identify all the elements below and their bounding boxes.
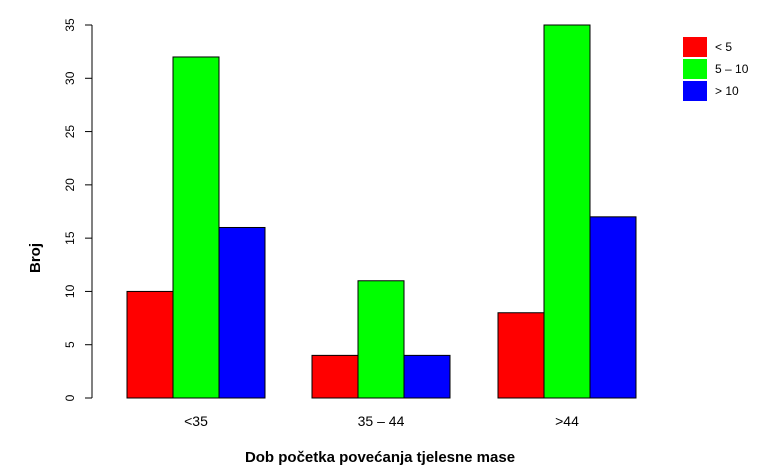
bar [311, 354, 359, 399]
y-tick-label: 10 [63, 284, 77, 298]
x-axis-title: Dob početka povećanja tjelesne mase [245, 449, 515, 466]
bar [172, 56, 220, 399]
bar [218, 226, 266, 399]
legend-swatch [683, 81, 707, 101]
y-tick-label: 15 [63, 231, 77, 245]
bar [543, 24, 591, 399]
y-axis: 0 5 10 15 20 25 30 35 [63, 18, 93, 401]
legend-label: > 10 [715, 84, 739, 98]
x-tick-label: <35 [184, 413, 208, 429]
bar [403, 354, 451, 399]
bar [497, 312, 545, 399]
y-tick-label: 0 [63, 394, 77, 401]
bar [589, 216, 637, 399]
y-tick-label: 5 [63, 341, 77, 348]
y-axis-title: Broj [27, 243, 44, 273]
x-tick-label: 35 – 44 [358, 413, 405, 429]
y-tick-label: 20 [63, 178, 77, 192]
y-tick-label: 35 [63, 18, 77, 32]
legend: < 5 5 – 10 > 10 [683, 37, 749, 101]
bar [357, 280, 405, 399]
legend-swatch [683, 37, 707, 57]
legend-label: < 5 [715, 40, 732, 54]
x-tick-label: >44 [555, 413, 579, 429]
bar [126, 290, 174, 399]
bars [126, 24, 637, 399]
legend-swatch [683, 59, 707, 79]
legend-label: 5 – 10 [715, 62, 749, 76]
y-tick-label: 30 [63, 71, 77, 85]
y-tick-label: 25 [63, 125, 77, 139]
x-tick-labels: <35 35 – 44 >44 [184, 413, 579, 429]
